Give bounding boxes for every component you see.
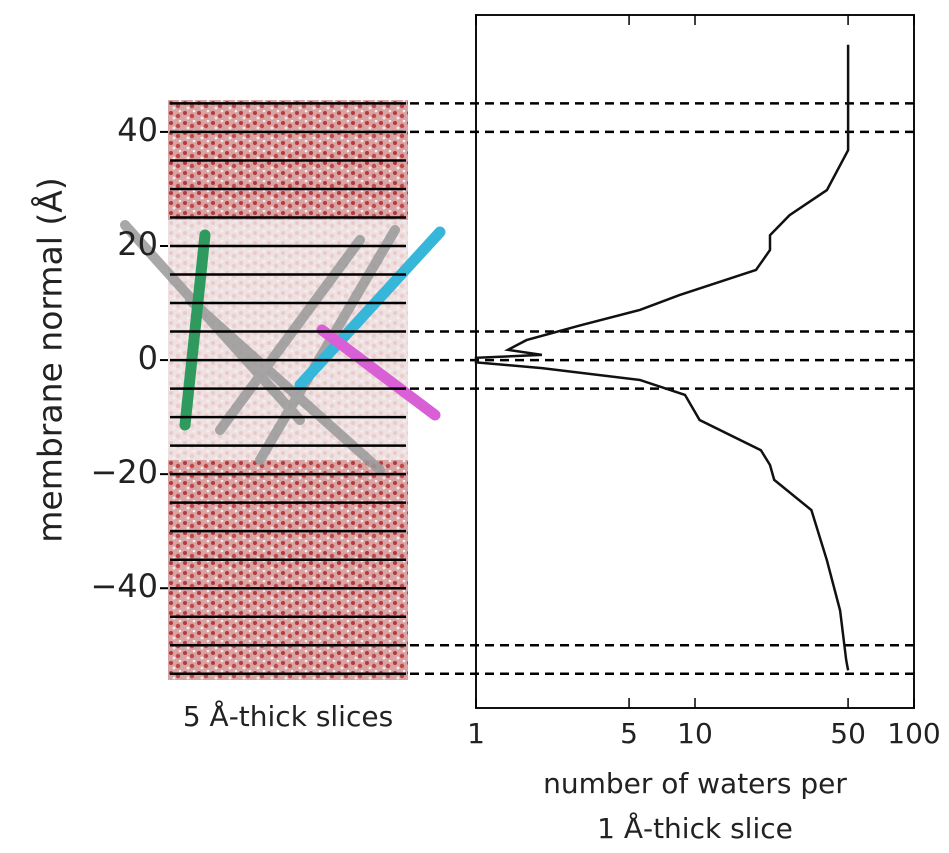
y-tick-label: −40: [90, 567, 158, 605]
helix: [185, 295, 385, 475]
helix: [215, 235, 365, 435]
y-axis-label: membrane normal (Å): [30, 177, 70, 542]
x-axis-label: 1 Å-thick slice: [597, 811, 793, 845]
x-tick-label: 1: [467, 717, 485, 750]
water-profile: [474, 44, 850, 671]
y-tick-label: 40: [117, 111, 158, 149]
y-tick-label: 0: [138, 339, 158, 377]
x-tick-label: 5: [620, 717, 638, 750]
y-tick-label: −20: [90, 453, 158, 491]
x-tick-label: 50: [830, 717, 866, 750]
membrane-image: [120, 100, 446, 680]
x-axis-label: number of waters per: [543, 767, 847, 800]
x-tick-label: 100: [887, 717, 940, 750]
slice-label: 5 Å-thick slices: [183, 699, 393, 733]
helix-green: [179, 229, 211, 431]
helix-magenta: [316, 324, 441, 421]
helix: [255, 225, 400, 465]
x-tick-label: 10: [677, 717, 713, 750]
y-tick-label: 20: [117, 225, 158, 263]
